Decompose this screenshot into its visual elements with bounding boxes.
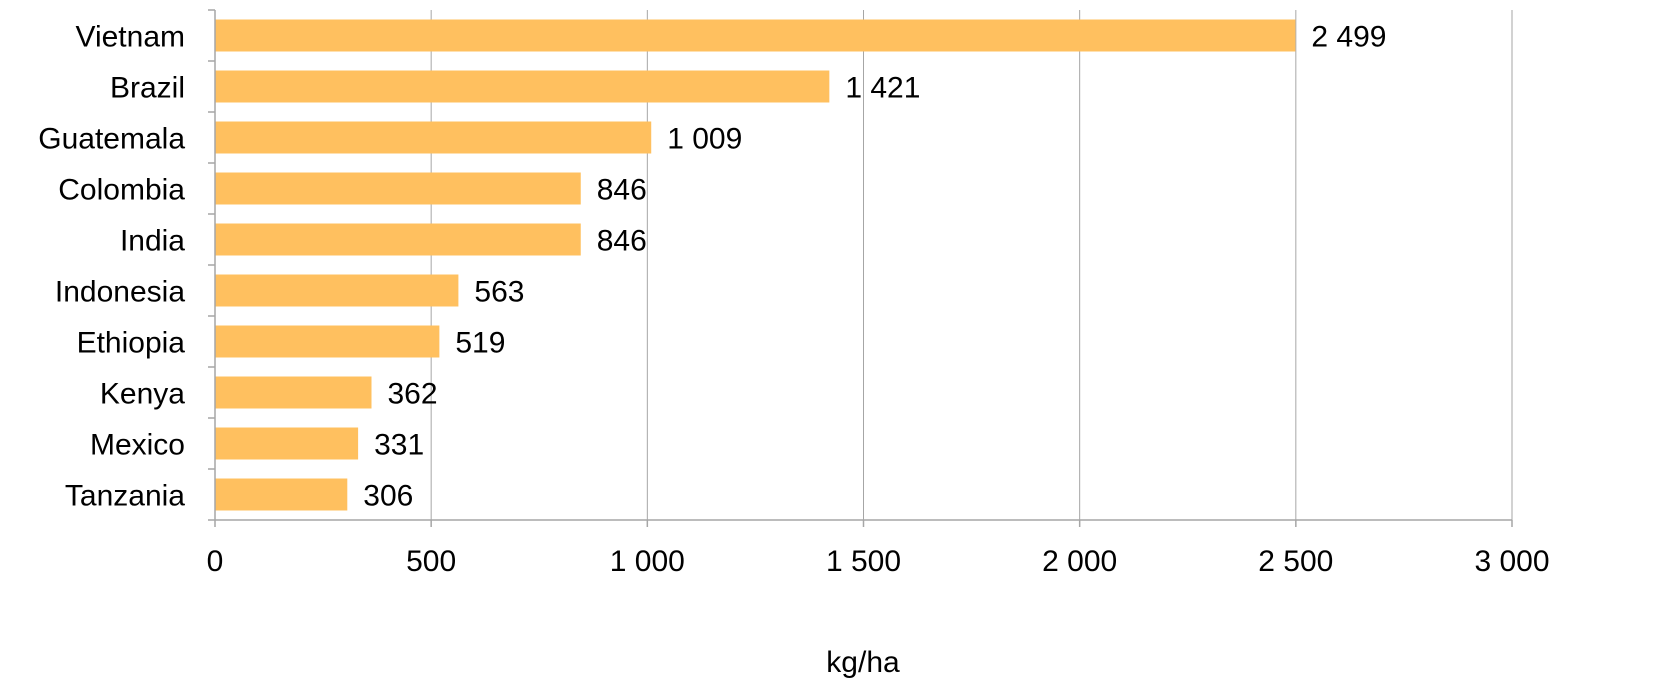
category-label-mexico: Mexico — [90, 429, 185, 462]
x-tick-label-0: 0 — [207, 545, 224, 578]
bars — [215, 19, 1296, 511]
value-label-colombia: 846 — [597, 174, 647, 207]
x-tick-label-1000: 1 000 — [610, 545, 685, 578]
bar-vietnam — [215, 19, 1296, 52]
axes — [208, 9, 1513, 527]
bar-colombia — [215, 172, 581, 205]
bar-mexico — [215, 427, 359, 460]
value-label-indonesia: 563 — [474, 276, 524, 309]
labels: 0 500 1 000 1 500 2 000 2 500 3 000 Vietnam 2 49… — [38, 21, 1549, 579]
x-tick-label-2000: 2 000 — [1042, 545, 1117, 578]
value-label-ethiopia: 519 — [455, 327, 505, 360]
category-label-indonesia: Indonesia — [55, 276, 185, 309]
value-label-vietnam: 2 499 — [1311, 21, 1386, 54]
category-label-tanzania: Tanzania — [65, 480, 185, 513]
bar-brazil — [215, 70, 830, 103]
category-label-brazil: Brazil — [110, 72, 185, 105]
category-label-guatemala: Guatemala — [38, 123, 185, 156]
bar-indonesia — [215, 274, 459, 307]
bar-tanzania — [215, 478, 348, 511]
category-label-india: India — [120, 225, 185, 258]
value-label-india: 846 — [597, 225, 647, 258]
category-label-colombia: Colombia — [58, 174, 185, 207]
value-label-mexico: 331 — [374, 429, 424, 462]
category-label-ethiopia: Ethiopia — [77, 327, 186, 360]
value-label-guatemala: 1 009 — [667, 123, 742, 156]
x-tick-label-3000: 3 000 — [1474, 545, 1549, 578]
x-tick-label-500: 500 — [406, 545, 456, 578]
x-tick-label-1500: 1 500 — [826, 545, 901, 578]
bar-india — [215, 223, 581, 256]
value-label-brazil: 1 421 — [845, 72, 920, 105]
bar-ethiopia — [215, 325, 440, 358]
bar-kenya — [215, 376, 372, 409]
value-label-tanzania: 306 — [363, 480, 413, 513]
bar-guatemala — [215, 121, 652, 154]
category-label-kenya: Kenya — [100, 378, 185, 411]
x-tick-label-2500: 2 500 — [1258, 545, 1333, 578]
x-axis-title: kg/ha — [826, 646, 900, 679]
value-label-kenya: 362 — [388, 378, 438, 411]
category-label-vietnam: Vietnam — [75, 21, 185, 54]
